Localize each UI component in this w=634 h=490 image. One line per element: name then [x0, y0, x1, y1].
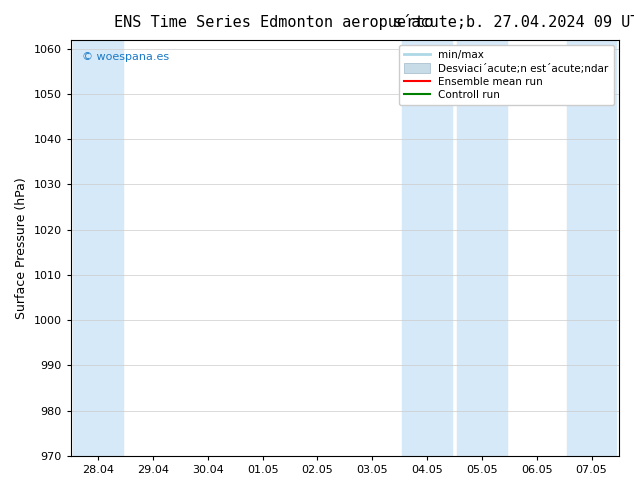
Text: ENS Time Series Edmonton aeropuerto: ENS Time Series Edmonton aeropuerto [114, 15, 434, 30]
Bar [567, 40, 616, 456]
Text: © woespana.es: © woespana.es [82, 52, 169, 62]
Y-axis label: Surface Pressure (hPa): Surface Pressure (hPa) [15, 177, 28, 318]
Bar [74, 40, 123, 456]
Legend: min/max, Desviaci´acute;n est´acute;ndar, Ensemble mean run, Controll run: min/max, Desviaci´acute;n est´acute;ndar… [399, 45, 614, 105]
Bar [403, 40, 452, 456]
Text: s´acute;b. 27.04.2024 09 UTC: s´acute;b. 27.04.2024 09 UTC [393, 15, 634, 30]
Bar [457, 40, 507, 456]
